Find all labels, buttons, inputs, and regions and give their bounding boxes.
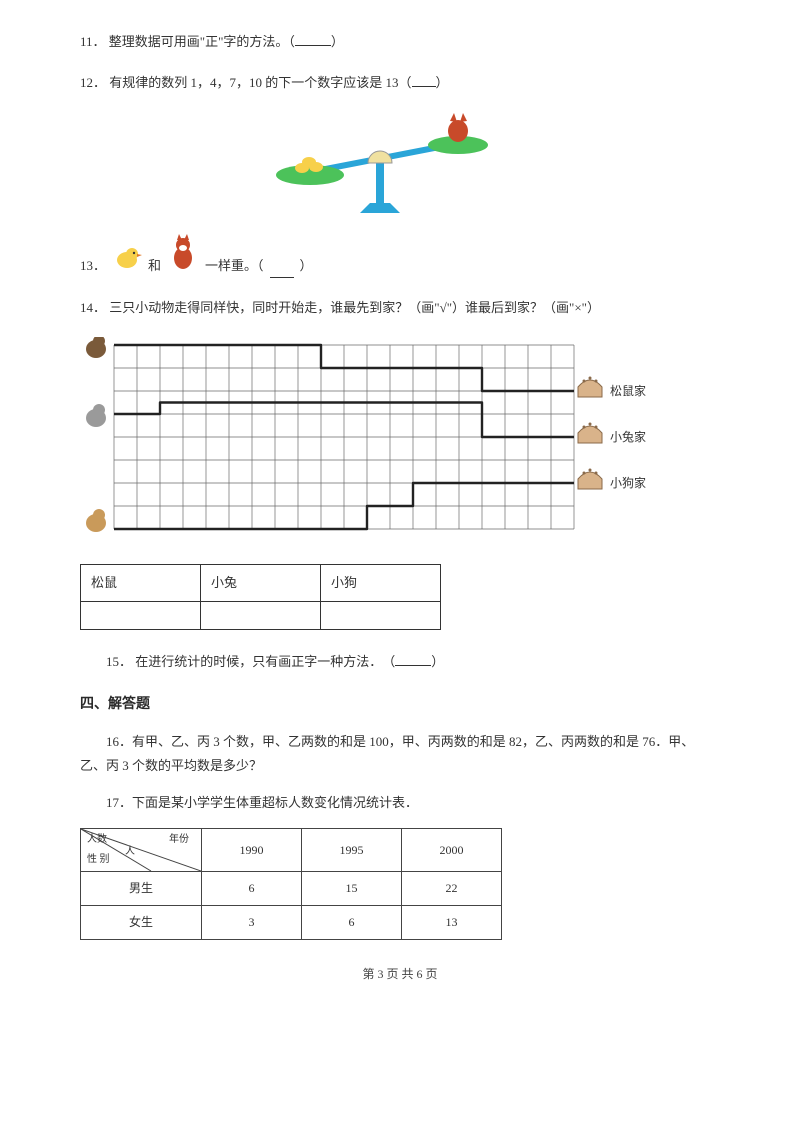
table-header-squirrel: 松鼠 bbox=[81, 565, 201, 601]
q13-tail-a: 一样重。（ bbox=[205, 254, 264, 277]
q13-blank[interactable] bbox=[270, 264, 294, 278]
q15-text: 在进行统计的时候，只有画正字一种方法． （ bbox=[135, 654, 395, 669]
question-16: 16．有甲、乙、丙 3 个数，甲、乙两数的和是 100，甲、丙两数的和是 82，… bbox=[80, 730, 720, 777]
q17-text: 下面是某小学学生体重超标人数变化情况统计表． bbox=[132, 795, 418, 810]
answer-cell-dog[interactable] bbox=[321, 601, 441, 629]
table-row: 松鼠 小兔 小狗 bbox=[81, 565, 441, 601]
q11-text: 整理数据可用画"正"字的方法。（ bbox=[109, 34, 295, 49]
year-col-0: 1990 bbox=[202, 829, 302, 872]
svg-text:小兔家: 小兔家 bbox=[610, 429, 646, 444]
table-row: 男生 6 15 22 bbox=[81, 872, 502, 906]
diag-label-person: 人 bbox=[125, 843, 135, 861]
cat-icon bbox=[167, 234, 199, 277]
question-13: 13． 和 一样重。（ ） bbox=[80, 234, 720, 277]
answer-cell-rabbit[interactable] bbox=[201, 601, 321, 629]
chick-icon bbox=[112, 242, 142, 277]
year-col-2: 2000 bbox=[402, 829, 502, 872]
q13-mid: 和 bbox=[148, 254, 161, 277]
cell: 6 bbox=[302, 906, 402, 940]
page-footer: 第 3 页 共 6 页 bbox=[80, 964, 720, 986]
question-14: 14． 三只小动物走得同样快，同时开始走，谁最先到家？（画"√"）谁最后到家？（… bbox=[80, 296, 720, 319]
q15-tail: ） bbox=[431, 654, 444, 669]
q14-number: 14． bbox=[80, 300, 106, 315]
table-row bbox=[81, 601, 441, 629]
row-label-female: 女生 bbox=[81, 906, 202, 940]
table-header-rabbit: 小兔 bbox=[201, 565, 321, 601]
q15-number: 15． bbox=[106, 654, 132, 669]
cell: 15 bbox=[302, 872, 402, 906]
diag-label-year: 年份 bbox=[169, 831, 189, 849]
cell: 13 bbox=[402, 906, 502, 940]
q11-blank[interactable] bbox=[295, 32, 331, 46]
row-label-male: 男生 bbox=[81, 872, 202, 906]
question-12: 12． 有规律的数列 1，4，7，10 的下一个数字应该是 13（ ） bbox=[80, 71, 720, 94]
cell: 22 bbox=[402, 872, 502, 906]
q12-text: 有规律的数列 1，4，7，10 的下一个数字应该是 13（ bbox=[109, 75, 411, 90]
q13-number: 13． bbox=[80, 254, 106, 277]
balance-scale-icon bbox=[250, 113, 510, 223]
svg-text:松鼠家: 松鼠家 bbox=[610, 383, 646, 398]
q16-text: 有甲、乙、丙 3 个数，甲、乙两数的和是 100，甲、丙两数的和是 82，乙、丙… bbox=[80, 734, 694, 772]
diagonal-header-cell: 年份 人 性 别 人数 bbox=[81, 829, 202, 872]
question-17: 17．下面是某小学学生体重超标人数变化情况统计表． bbox=[80, 791, 720, 814]
table-row: 年份 人 性 别 人数 1990 1995 2000 bbox=[81, 829, 502, 872]
q15-blank[interactable] bbox=[395, 652, 431, 666]
animals-answer-table: 松鼠 小兔 小狗 bbox=[80, 564, 441, 629]
q14-text: 三只小动物走得同样快，同时开始走，谁最先到家？（画"√"）谁最后到家？（画"×"… bbox=[109, 300, 600, 315]
table-row: 女生 3 6 13 bbox=[81, 906, 502, 940]
cell: 3 bbox=[202, 906, 302, 940]
q11-tail: ） bbox=[331, 34, 344, 49]
q13-tail-b: ） bbox=[300, 254, 313, 277]
cell: 6 bbox=[202, 872, 302, 906]
q11-number: 11． bbox=[80, 34, 106, 49]
table-header-dog: 小狗 bbox=[321, 565, 441, 601]
q12-tail: ） bbox=[436, 75, 449, 90]
q12-number: 12． bbox=[80, 75, 106, 90]
q16-number: 16． bbox=[106, 734, 132, 749]
weight-stats-table: 年份 人 性 别 人数 1990 1995 2000 男生 6 15 22 女生… bbox=[80, 828, 502, 940]
q17-number: 17． bbox=[106, 795, 132, 810]
svg-text:小狗家: 小狗家 bbox=[610, 475, 646, 490]
year-col-1: 1995 bbox=[302, 829, 402, 872]
diag-label-gender: 性 别 bbox=[87, 851, 110, 869]
question-11: 11． 整理数据可用画"正"字的方法。（ ） bbox=[80, 30, 720, 53]
q12-blank[interactable] bbox=[412, 73, 436, 87]
balance-scale-figure bbox=[250, 113, 720, 230]
diag-label-count: 人数 bbox=[87, 831, 107, 849]
section-4-header: 四、解答题 bbox=[80, 691, 720, 716]
answer-cell-squirrel[interactable] bbox=[81, 601, 201, 629]
grid-path-diagram: 松鼠家小兔家小狗家 bbox=[80, 337, 720, 550]
question-15: 15． 在进行统计的时候，只有画正字一种方法． （ ） bbox=[80, 650, 720, 673]
grid-svg: 松鼠家小兔家小狗家 bbox=[80, 337, 654, 543]
